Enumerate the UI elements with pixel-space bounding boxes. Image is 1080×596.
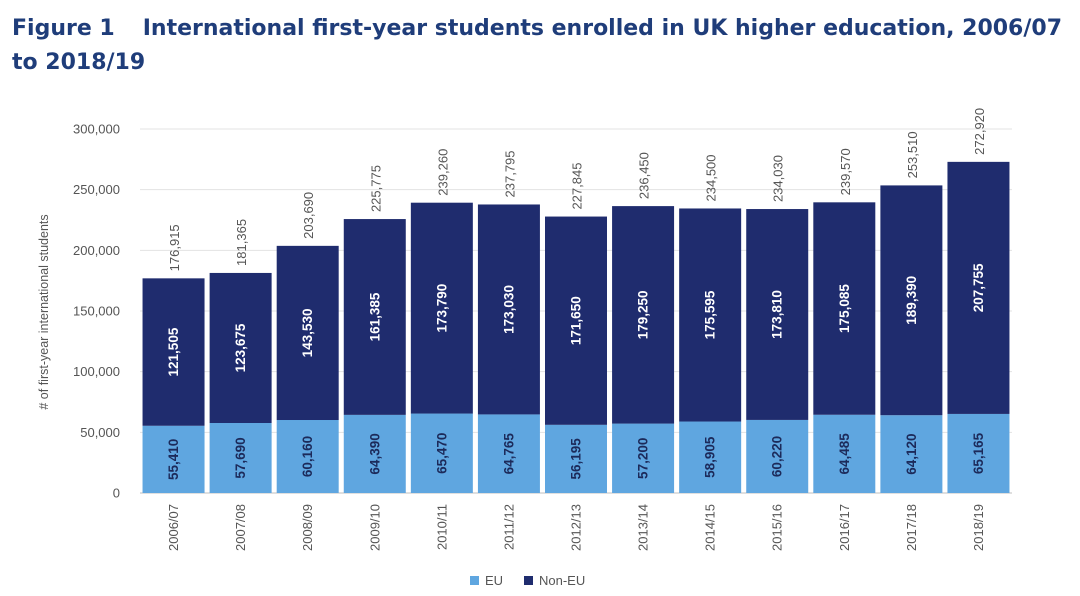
non-eu-value-label: 161,385 bbox=[367, 292, 382, 341]
x-tick-label: 2012/13 bbox=[569, 504, 584, 551]
eu-value-label: 64,765 bbox=[501, 433, 516, 475]
non-eu-value-label: 179,250 bbox=[636, 290, 651, 339]
eu-value-label: 57,690 bbox=[233, 437, 248, 478]
bar-eu bbox=[612, 423, 675, 493]
bar-eu bbox=[947, 413, 1010, 493]
bar-non-eu bbox=[880, 185, 943, 416]
x-tick-label: 2010/11 bbox=[434, 504, 449, 550]
bar-eu bbox=[209, 423, 272, 493]
total-label: 237,795 bbox=[502, 150, 517, 197]
non-eu-value-label: 175,595 bbox=[703, 290, 718, 339]
non-eu-value-label: 173,030 bbox=[501, 285, 516, 334]
total-label: 239,570 bbox=[838, 148, 853, 195]
non-eu-value-label: 173,790 bbox=[434, 284, 449, 333]
bar-non-eu bbox=[477, 204, 540, 415]
bar-non-eu bbox=[679, 208, 742, 422]
bar-non-eu bbox=[813, 202, 876, 415]
y-tick-label: 200,000 bbox=[73, 243, 120, 258]
total-label: 181,365 bbox=[234, 219, 249, 266]
figure-title-text: International first-year students enroll… bbox=[12, 16, 1063, 75]
bar-non-eu bbox=[947, 161, 1010, 414]
x-tick-label: 2016/17 bbox=[837, 504, 852, 551]
total-label: 272,920 bbox=[972, 108, 987, 155]
bar-eu bbox=[343, 414, 406, 493]
x-tick-label: 2007/08 bbox=[233, 504, 248, 551]
non-eu-value-label: 189,390 bbox=[904, 276, 919, 325]
y-tick-label: 50,000 bbox=[80, 425, 120, 440]
bar-non-eu bbox=[612, 206, 675, 424]
eu-value-label: 65,470 bbox=[434, 433, 449, 474]
x-tick-label: 2015/16 bbox=[770, 504, 785, 551]
y-tick-label: 150,000 bbox=[73, 304, 120, 319]
figure-title: Figure 1 International first-year student… bbox=[12, 12, 1062, 80]
bar-eu bbox=[813, 414, 876, 493]
non-eu-value-label: 123,675 bbox=[233, 323, 248, 372]
figure-label: Figure 1 bbox=[12, 16, 115, 41]
legend-swatch-eu bbox=[470, 576, 479, 585]
bar-eu bbox=[880, 415, 943, 493]
x-tick-label: 2011/12 bbox=[501, 504, 516, 550]
bar-non-eu bbox=[545, 216, 607, 425]
eu-value-label: 58,905 bbox=[703, 436, 718, 478]
y-tick-label: 250,000 bbox=[73, 182, 120, 197]
eu-value-label: 65,165 bbox=[971, 432, 986, 474]
bar-eu bbox=[410, 413, 473, 493]
bar-non-eu bbox=[276, 245, 339, 421]
non-eu-value-label: 175,085 bbox=[837, 284, 852, 333]
eu-value-label: 56,195 bbox=[569, 438, 584, 480]
eu-value-label: 60,160 bbox=[300, 436, 315, 477]
bar-eu bbox=[477, 414, 540, 493]
x-tick-label: 2017/18 bbox=[904, 504, 919, 551]
bar-eu bbox=[746, 419, 809, 493]
non-eu-value-label: 207,755 bbox=[971, 263, 986, 312]
bar-non-eu bbox=[142, 278, 205, 426]
total-label: 225,775 bbox=[368, 165, 383, 212]
non-eu-value-label: 173,810 bbox=[770, 290, 785, 339]
total-label: 227,845 bbox=[570, 163, 585, 210]
legend-label-non-eu: Non-EU bbox=[539, 573, 585, 588]
non-eu-value-label: 143,530 bbox=[300, 309, 315, 358]
y-tick-label: 100,000 bbox=[73, 364, 120, 379]
bar-non-eu bbox=[209, 272, 272, 424]
eu-value-label: 55,410 bbox=[166, 439, 181, 480]
total-label: 234,030 bbox=[771, 155, 786, 202]
y-tick-label: 0 bbox=[113, 486, 120, 501]
legend-swatch-non-eu bbox=[524, 576, 533, 585]
non-eu-value-label: 121,505 bbox=[166, 327, 181, 376]
bar-eu bbox=[276, 420, 339, 493]
bar-eu bbox=[545, 424, 607, 493]
eu-value-label: 64,120 bbox=[904, 433, 919, 474]
eu-value-label: 64,485 bbox=[837, 433, 852, 475]
total-label: 236,450 bbox=[637, 152, 652, 199]
x-tick-label: 2013/14 bbox=[636, 504, 651, 551]
x-tick-label: 2018/19 bbox=[971, 504, 986, 551]
y-axis-title: # of first-year international students bbox=[37, 214, 51, 409]
bar-non-eu bbox=[343, 219, 406, 415]
y-tick-label: 300,000 bbox=[73, 122, 120, 137]
eu-value-label: 60,220 bbox=[770, 436, 785, 477]
total-label: 203,690 bbox=[301, 192, 316, 239]
x-tick-label: 2006/07 bbox=[166, 504, 181, 551]
eu-value-label: 64,390 bbox=[367, 433, 382, 474]
non-eu-value-label: 171,650 bbox=[569, 296, 584, 345]
total-label: 176,915 bbox=[167, 224, 182, 271]
bar-eu bbox=[142, 425, 205, 493]
legend-label-eu: EU bbox=[485, 573, 503, 588]
eu-value-label: 57,200 bbox=[636, 438, 651, 479]
x-tick-label: 2009/10 bbox=[367, 504, 382, 551]
bar-non-eu bbox=[410, 202, 473, 414]
x-tick-label: 2014/15 bbox=[703, 504, 718, 551]
total-label: 239,260 bbox=[435, 149, 450, 196]
bar-eu bbox=[679, 421, 742, 493]
bar-non-eu bbox=[746, 209, 809, 420]
total-label: 234,500 bbox=[704, 154, 719, 201]
x-tick-label: 2008/09 bbox=[300, 504, 315, 551]
total-label: 253,510 bbox=[905, 131, 920, 178]
